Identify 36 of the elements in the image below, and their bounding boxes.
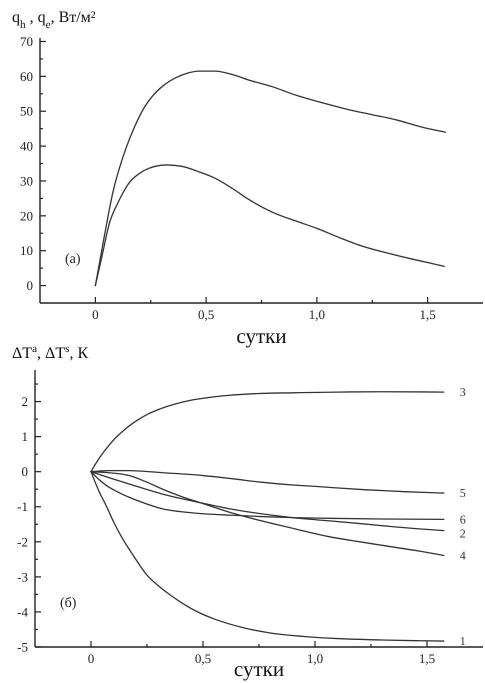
series-label: 5 (460, 486, 466, 500)
y-tick-label: 10 (20, 243, 33, 258)
x-axis-title: сутки (234, 657, 284, 681)
x-tick-label: 0 (92, 307, 99, 322)
y-tick-label: 1 (22, 429, 28, 444)
y-tick-label: 30 (20, 173, 33, 188)
annotation: (б) (60, 596, 77, 611)
y-tick-label: -1 (17, 499, 28, 514)
y-tick-label: 0 (22, 464, 28, 480)
y-tick-label: 40 (20, 138, 33, 154)
y-tick-label: 2 (22, 394, 28, 410)
x-tick-label: 0,5 (194, 651, 212, 666)
annotation: (а) (65, 252, 81, 267)
y-tick-label: 50 (20, 104, 33, 119)
x-axis-title: сутки (236, 324, 287, 348)
x-tick-label: 1,0 (308, 307, 325, 322)
x-tick-label: 1,5 (420, 307, 436, 322)
x-tick-label: 0,5 (198, 307, 214, 322)
y-tick-label: 60 (20, 68, 33, 84)
y-tick-label: 70 (20, 34, 33, 49)
y-tick-label: -4 (17, 604, 28, 620)
series-label: 3 (460, 385, 466, 400)
series-label: 2 (460, 526, 466, 540)
x-tick-label: 1,5 (418, 651, 436, 666)
y-tick-label: -2 (17, 534, 28, 550)
y-axis-title: q$_{h}$ , q$_{e}$, Вт/м² (12, 9, 96, 31)
y-tick-label: -5 (17, 640, 28, 654)
series-label: 1 (460, 634, 466, 648)
x-tick-label: 0 (88, 651, 94, 666)
y-axis-title: ΔT$^{a}$, ΔT$^{s}$, К (12, 343, 88, 362)
y-tick-label: 20 (20, 208, 33, 224)
y-tick-label: -3 (17, 569, 28, 584)
series-label: 6 (460, 512, 466, 526)
x-tick-label: 1,0 (306, 651, 324, 666)
y-tick-label: 0 (26, 278, 33, 294)
series-label: 4 (460, 548, 466, 562)
